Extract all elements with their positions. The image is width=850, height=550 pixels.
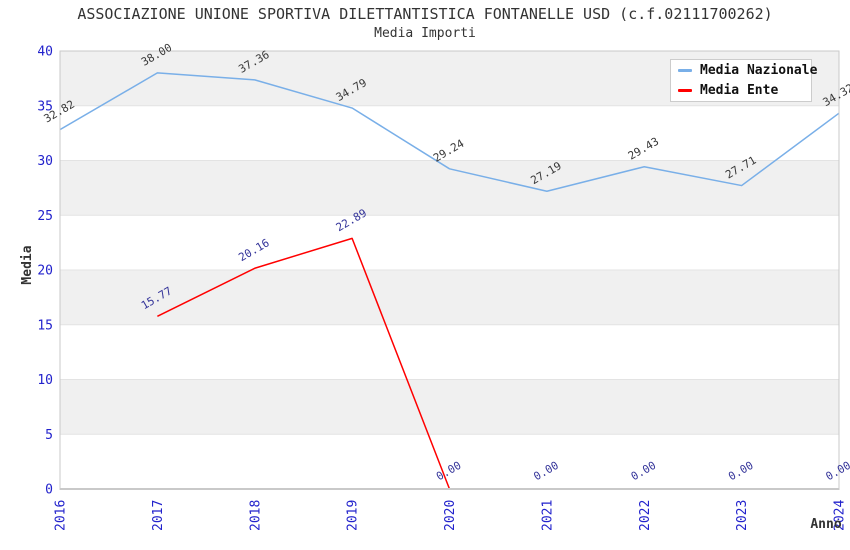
data-point-label: 0.00 xyxy=(629,459,658,484)
y-tick-label: 30 xyxy=(37,154,53,169)
data-point-label: 29.43 xyxy=(626,135,661,163)
y-axis-title: Media xyxy=(20,245,35,284)
x-tick-label: 2023 xyxy=(735,500,750,531)
legend-item-ente: Media Ente xyxy=(678,82,811,99)
data-point-label: 20.16 xyxy=(236,236,271,264)
y-tick-label: 40 xyxy=(37,45,53,60)
y-tick-label: 25 xyxy=(37,209,53,224)
series-line xyxy=(59,72,840,193)
x-axis-title: Anno xyxy=(810,517,841,532)
legend-label-nazionale: Media Nazionale xyxy=(700,63,818,78)
x-tick-label: 2022 xyxy=(638,500,653,531)
data-point-label: 0.00 xyxy=(824,459,850,484)
nazionale-line-swatch xyxy=(678,69,692,72)
chart-title: ASSOCIAZIONE UNIONE SPORTIVA DILETTANTIS… xyxy=(77,5,773,23)
ente-line-swatch xyxy=(678,89,692,92)
x-tick-label: 2024 xyxy=(833,500,848,531)
x-tick-label: 2019 xyxy=(346,500,361,531)
y-tick-label: 20 xyxy=(37,264,53,279)
data-point-label: 0.00 xyxy=(726,459,755,484)
x-tick-label: 2018 xyxy=(248,500,263,531)
x-tick-label: 2020 xyxy=(443,500,458,531)
legend-label-ente: Media Ente xyxy=(700,83,779,98)
y-tick-label: 35 xyxy=(37,99,53,114)
data-point-label: 0.00 xyxy=(531,459,560,484)
y-tick-label: 10 xyxy=(37,373,53,388)
x-tick-label: 2017 xyxy=(151,500,166,531)
y-tick-label: 0 xyxy=(45,483,53,498)
x-tick-label: 2016 xyxy=(54,500,69,531)
chart-subtitle: Media Importi xyxy=(374,26,476,41)
legend-item-nazionale: Media Nazionale xyxy=(678,62,817,79)
y-tick-label: 15 xyxy=(37,318,53,333)
y-tick-label: 5 xyxy=(45,428,53,443)
x-tick-label: 2021 xyxy=(540,500,555,531)
legend: Media Nazionale Media Ente xyxy=(670,59,817,102)
